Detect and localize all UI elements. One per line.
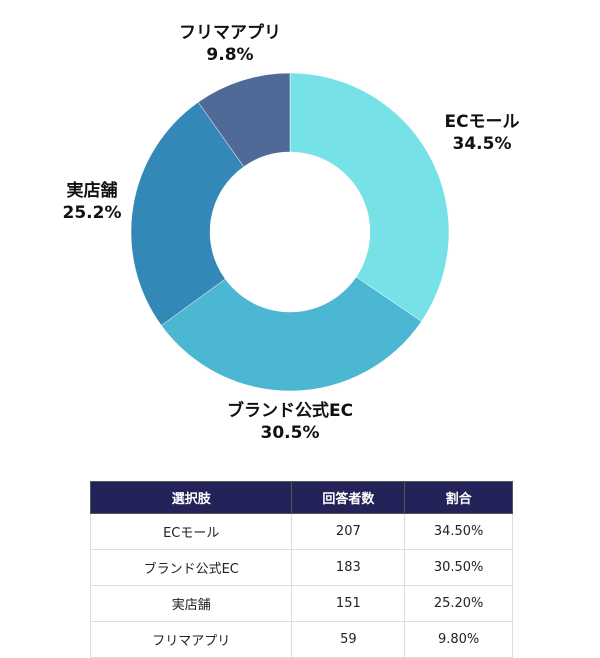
cell: 207 — [291, 513, 406, 550]
table-row: ブランド公式EC 183 30.50% — [89, 549, 513, 586]
cell: 59 — [291, 621, 406, 658]
slice-label-brand-ec: ブランド公式EC 30.5% — [226, 401, 354, 443]
slice-label-flima: フリマアプリ 9.8% — [179, 23, 281, 65]
cell: 183 — [291, 549, 406, 586]
donut-slice-2 — [130, 101, 245, 326]
header-ratio: 割合 — [404, 481, 513, 514]
donut-slice-3 — [197, 72, 291, 168]
table-row: 実店舗 151 25.20% — [89, 585, 513, 622]
cell: ECモール — [89, 513, 293, 550]
data-table: 選択肢 回答者数 割合 ECモール 207 34.50% ブランド公式EC 183 30… — [89, 481, 513, 658]
slice-label-ec-mall: ECモール 34.5% — [444, 112, 520, 154]
header-choice: 選択肢 — [89, 481, 293, 514]
cell: 34.50% — [404, 513, 513, 550]
cell: ブランド公式EC — [89, 549, 293, 586]
slice-label-store: 実店舗 25.2% — [62, 181, 122, 223]
donut-chart — [130, 72, 450, 392]
table-row: フリマアプリ 59 9.80% — [89, 621, 513, 658]
donut-slice-1 — [161, 276, 422, 392]
cell: 30.50% — [404, 549, 513, 586]
cell: 25.20% — [404, 585, 513, 622]
header-count: 回答者数 — [291, 481, 406, 514]
table-header-row: 選択肢 回答者数 割合 — [89, 481, 513, 514]
table-row: ECモール 207 34.50% — [89, 513, 513, 550]
donut-slice-0 — [289, 72, 450, 322]
cell: 実店舗 — [89, 585, 293, 622]
cell: フリマアプリ — [89, 621, 293, 658]
cell: 151 — [291, 585, 406, 622]
cell: 9.80% — [404, 621, 513, 658]
